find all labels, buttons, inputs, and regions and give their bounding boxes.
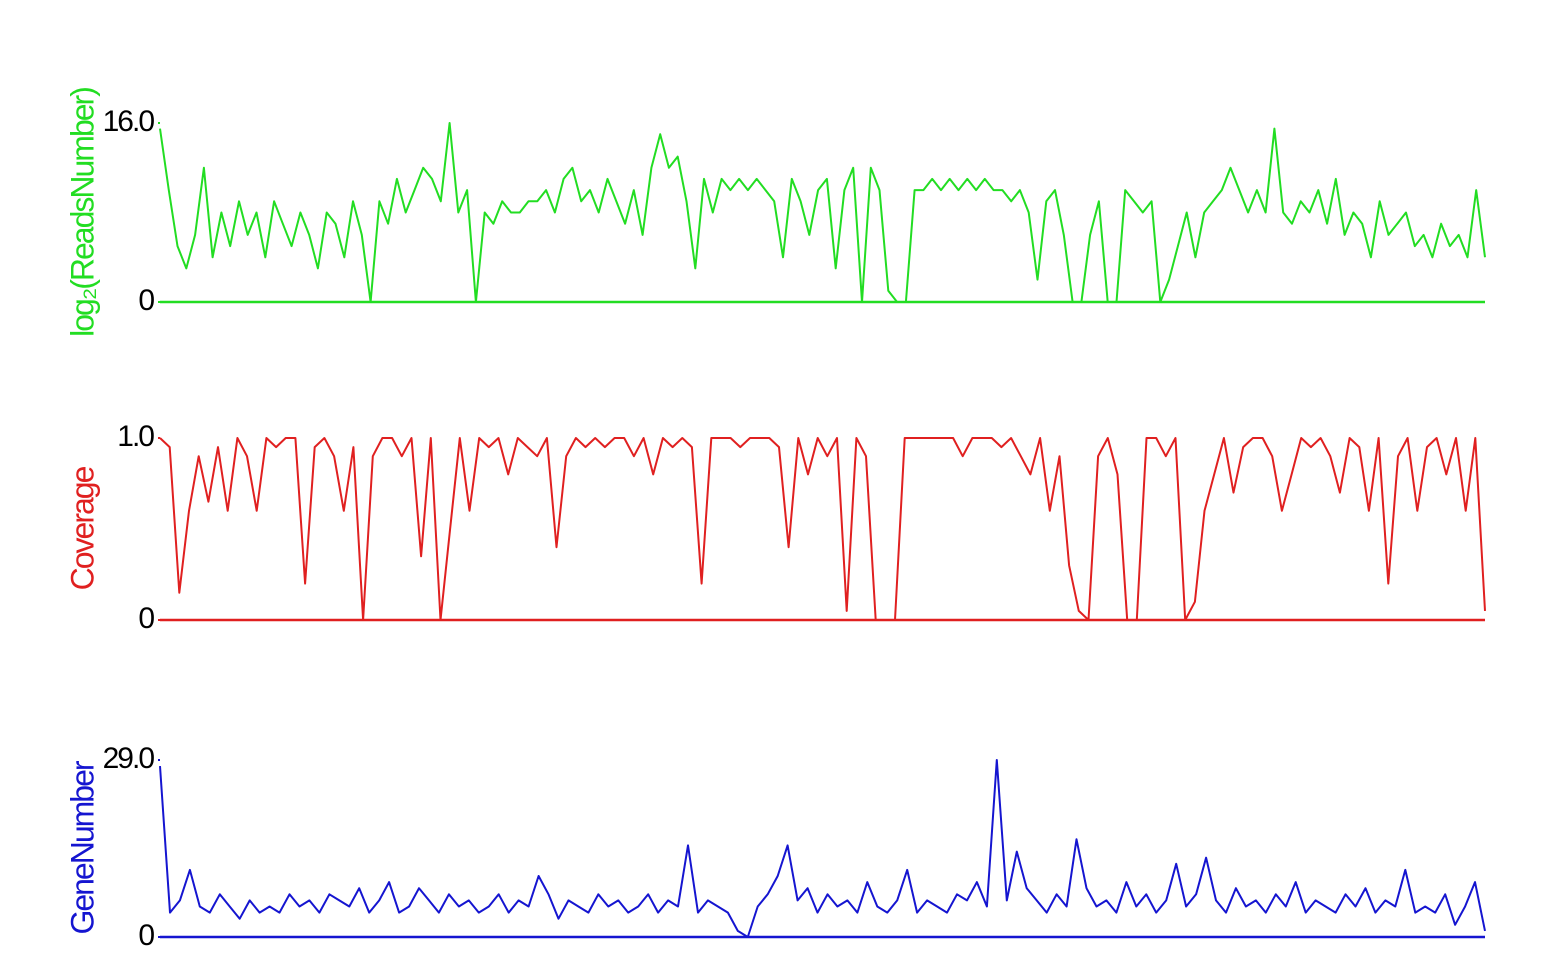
data-line [159, 437, 1486, 621]
y-tick-label: 1.0 [117, 420, 154, 453]
y-tick-label: 16.0 [103, 105, 155, 138]
y-tick-label: 0 [138, 919, 154, 952]
y-tick-label: 29.0 [103, 742, 155, 775]
y-axis-label: Coverage [64, 466, 100, 590]
y-axis-label: GeneNumber [64, 760, 100, 934]
data-line [159, 759, 1486, 938]
data-line [159, 122, 1486, 303]
y-axis-label: log₂(ReadsNumber) [64, 88, 100, 337]
y-tick-label: 0 [138, 602, 154, 635]
y-tick-label: 0 [138, 284, 154, 317]
